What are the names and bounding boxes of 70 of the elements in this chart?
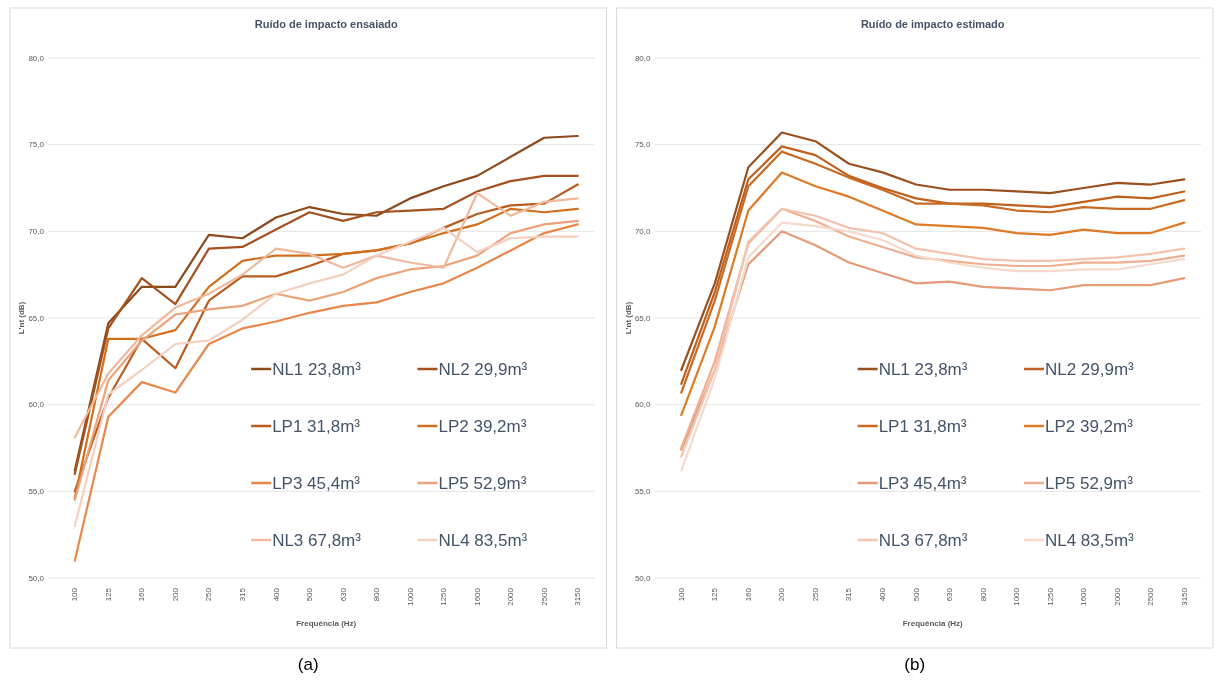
- legend-label: LP3 45,4m³: [878, 473, 967, 493]
- x-tick-label: 3150: [1179, 587, 1189, 606]
- x-tick-label: 1000: [405, 587, 415, 606]
- y-tick-label: 60,0: [634, 400, 652, 410]
- x-tick-label: 1250: [439, 587, 449, 606]
- chart-title: Ruído de impacto estimado: [860, 18, 1005, 30]
- x-tick-label: 400: [271, 587, 281, 602]
- x-tick-label: 500: [911, 587, 921, 602]
- x-tick-label: 630: [338, 587, 348, 602]
- y-tick-label: 75,0: [28, 140, 45, 150]
- y-tick-label: 70,0: [28, 226, 45, 236]
- y-axis-title: L'nt (dB): [17, 301, 26, 335]
- legend-label: NL2 29,9m³: [438, 359, 528, 379]
- x-tick-label: 250: [810, 587, 820, 602]
- x-tick-label: 160: [743, 587, 753, 602]
- x-tick-label: 3150: [573, 587, 583, 606]
- x-tick-label: 100: [70, 587, 80, 602]
- x-axis-title: Frequência (Hz): [902, 619, 964, 628]
- legend-label: NL1 23,8m³: [878, 359, 968, 379]
- legend-label: LP1 31,8m³: [272, 416, 361, 436]
- y-tick-label: 55,0: [28, 486, 45, 496]
- x-tick-label: 2000: [1112, 587, 1122, 606]
- legend-label: LP5 52,9m³: [438, 473, 527, 493]
- x-tick-label: 500: [305, 587, 315, 602]
- y-tick-label: 50,0: [634, 573, 652, 583]
- x-tick-label: 800: [372, 587, 382, 602]
- y-tick-label: 65,0: [28, 313, 45, 323]
- legend-label: NL1 23,8m³: [272, 359, 362, 379]
- x-tick-label: 160: [137, 587, 147, 602]
- x-tick-label: 2500: [1146, 587, 1156, 606]
- x-tick-label: 125: [710, 587, 720, 602]
- x-tick-label: 800: [978, 587, 988, 602]
- y-tick-label: 65,0: [634, 313, 652, 323]
- legend-label: NL4 83,5m³: [1044, 530, 1135, 550]
- x-tick-label: 315: [844, 587, 854, 602]
- legend-label: LP5 52,9m³: [1044, 473, 1134, 493]
- y-tick-label: 60,0: [28, 400, 45, 410]
- x-axis-title: Frequência (Hz): [296, 619, 357, 628]
- x-tick-label: 1600: [472, 587, 482, 606]
- legend-label: NL3 67,8m³: [272, 530, 362, 550]
- x-tick-label: 315: [237, 587, 247, 602]
- x-tick-label: 2500: [539, 587, 549, 606]
- text: (a): [297, 655, 319, 674]
- legend-label: LP2 39,2m³: [438, 416, 527, 436]
- x-tick-label: 630: [945, 587, 955, 602]
- y-tick-label: 55,0: [634, 486, 652, 496]
- y-axis-title: L'nt (dB): [623, 301, 633, 335]
- x-tick-label: 250: [204, 587, 214, 602]
- chart-title: Ruído de impacto ensaiado: [254, 18, 399, 30]
- y-tick-label: 70,0: [634, 226, 652, 236]
- y-tick-label: 75,0: [634, 140, 652, 150]
- y-tick-label: 50,0: [28, 573, 45, 583]
- legend-label: NL3 67,8m³: [878, 530, 968, 550]
- x-tick-label: 200: [777, 587, 787, 602]
- x-tick-label: 100: [676, 587, 686, 602]
- x-tick-label: 1600: [1079, 587, 1089, 606]
- legend-label: NL2 29,9m³: [1044, 359, 1135, 379]
- text: (b): [904, 655, 926, 674]
- y-tick-label: 80,0: [634, 53, 652, 63]
- legend-label: LP3 45,4m³: [272, 473, 361, 493]
- legend-label: LP1 31,8m³: [878, 416, 967, 436]
- x-tick-label: 1250: [1045, 587, 1055, 606]
- legend-label: NL4 83,5m³: [438, 530, 528, 550]
- x-tick-label: 200: [170, 587, 180, 602]
- x-tick-label: 400: [878, 587, 888, 602]
- legend-label: LP2 39,2m³: [1044, 416, 1134, 436]
- y-tick-label: 80,0: [28, 53, 45, 63]
- x-tick-label: 125: [103, 587, 113, 602]
- x-tick-label: 2000: [506, 587, 516, 606]
- x-tick-label: 1000: [1012, 587, 1022, 606]
